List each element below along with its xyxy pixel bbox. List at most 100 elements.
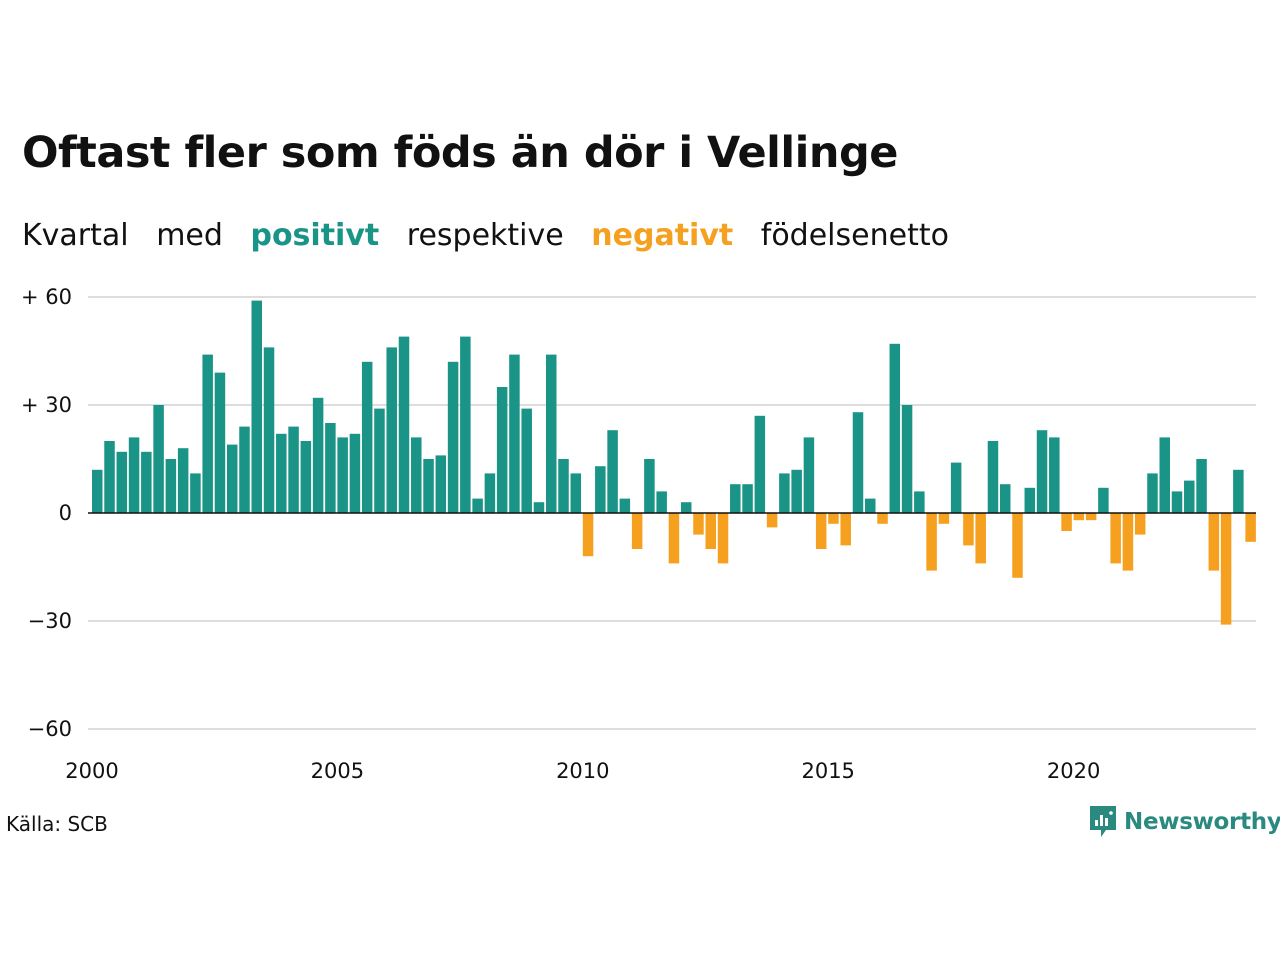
subtitle-word-respektive: respektive — [406, 218, 564, 253]
bar — [852, 412, 864, 513]
bar — [337, 437, 348, 513]
x-tick-label: 2015 — [801, 759, 854, 783]
bar — [1159, 437, 1170, 513]
bar — [398, 336, 410, 513]
bar — [1171, 491, 1183, 513]
bar — [570, 473, 582, 513]
bar — [914, 491, 925, 513]
x-tick-label: 2005 — [311, 759, 364, 783]
bar — [509, 354, 520, 513]
bar — [177, 448, 189, 513]
bar — [963, 513, 974, 546]
bar — [141, 451, 152, 513]
bar — [1196, 459, 1207, 513]
bar — [901, 405, 913, 513]
newsworthy-logo-icon — [1090, 806, 1116, 837]
axes: + 60 + 30 0 −30 −60 2000 2005 2010 2015 2020 — [21, 285, 1256, 783]
source-note: Källa: SCB — [6, 812, 108, 836]
bar — [828, 513, 839, 524]
bar — [472, 498, 483, 513]
bar — [558, 459, 569, 513]
bar — [1122, 513, 1134, 571]
bar — [1208, 513, 1220, 571]
bar — [840, 513, 851, 546]
bar — [607, 430, 618, 513]
bar — [325, 423, 336, 513]
bar — [631, 513, 643, 549]
bar — [1024, 487, 1036, 513]
bar — [717, 513, 729, 564]
y-tick-label: + 60 — [21, 285, 72, 309]
bar — [545, 354, 557, 513]
bar — [1049, 437, 1060, 513]
bar — [889, 343, 901, 513]
bar — [791, 469, 802, 513]
bar — [1245, 513, 1256, 542]
bar — [1085, 513, 1097, 521]
bar — [1012, 513, 1023, 578]
bar — [926, 513, 937, 571]
bar — [1098, 487, 1109, 513]
bar — [374, 408, 385, 513]
bar — [226, 444, 238, 513]
bar — [288, 426, 299, 513]
chart-title: Oftast fler som föds än dör i Vellinge — [22, 128, 898, 178]
grid-lines — [88, 296, 1256, 730]
bar — [435, 455, 447, 513]
bar — [975, 513, 986, 564]
bar — [521, 408, 532, 513]
bar — [312, 397, 324, 513]
bar — [742, 484, 753, 513]
chart-subtitle: Kvartal med positivt respektive negativt… — [22, 218, 967, 253]
subtitle-negative-label: negativt — [591, 218, 734, 253]
bar — [92, 469, 103, 513]
brand-name: Newsworthy — [1124, 809, 1280, 835]
bar — [803, 437, 815, 513]
bar — [1233, 469, 1244, 513]
bar — [349, 433, 361, 513]
bar — [680, 502, 692, 513]
subtitle-positive-label: positivt — [250, 218, 380, 253]
bar — [190, 473, 201, 513]
y-tick-label: −60 — [28, 717, 72, 741]
bar — [656, 491, 667, 513]
bar — [447, 361, 459, 513]
bar — [1147, 473, 1158, 513]
bar — [938, 513, 950, 524]
bar — [754, 415, 766, 513]
bar — [361, 361, 373, 513]
bar — [705, 513, 716, 549]
bar — [423, 459, 434, 513]
subtitle-word-med: med — [156, 218, 223, 253]
bar — [999, 484, 1011, 513]
bar — [1036, 430, 1048, 513]
bar — [766, 513, 778, 528]
bar — [693, 513, 704, 535]
bar — [582, 513, 594, 557]
y-tick-label: −30 — [28, 609, 72, 633]
bar — [1184, 480, 1195, 513]
bar — [1134, 513, 1146, 535]
x-tick-label: 2000 — [65, 759, 118, 783]
bar — [484, 473, 496, 513]
bar — [533, 502, 545, 513]
bar — [815, 513, 827, 549]
subtitle-word-fodelsenetto: födelsenetto — [760, 218, 949, 253]
y-tick-label: + 30 — [21, 393, 72, 417]
bar — [779, 473, 790, 513]
bar — [1110, 513, 1121, 564]
bar — [239, 426, 250, 513]
bar — [619, 498, 631, 513]
bar — [595, 466, 606, 513]
bar — [263, 347, 275, 513]
bar — [104, 441, 115, 513]
y-tick-label: 0 — [59, 501, 72, 525]
bar — [1073, 513, 1085, 521]
bar-series — [92, 300, 1256, 625]
bar — [1061, 513, 1072, 531]
bar — [153, 405, 164, 513]
bar — [496, 387, 508, 513]
bar — [165, 459, 177, 513]
bar — [386, 347, 397, 513]
